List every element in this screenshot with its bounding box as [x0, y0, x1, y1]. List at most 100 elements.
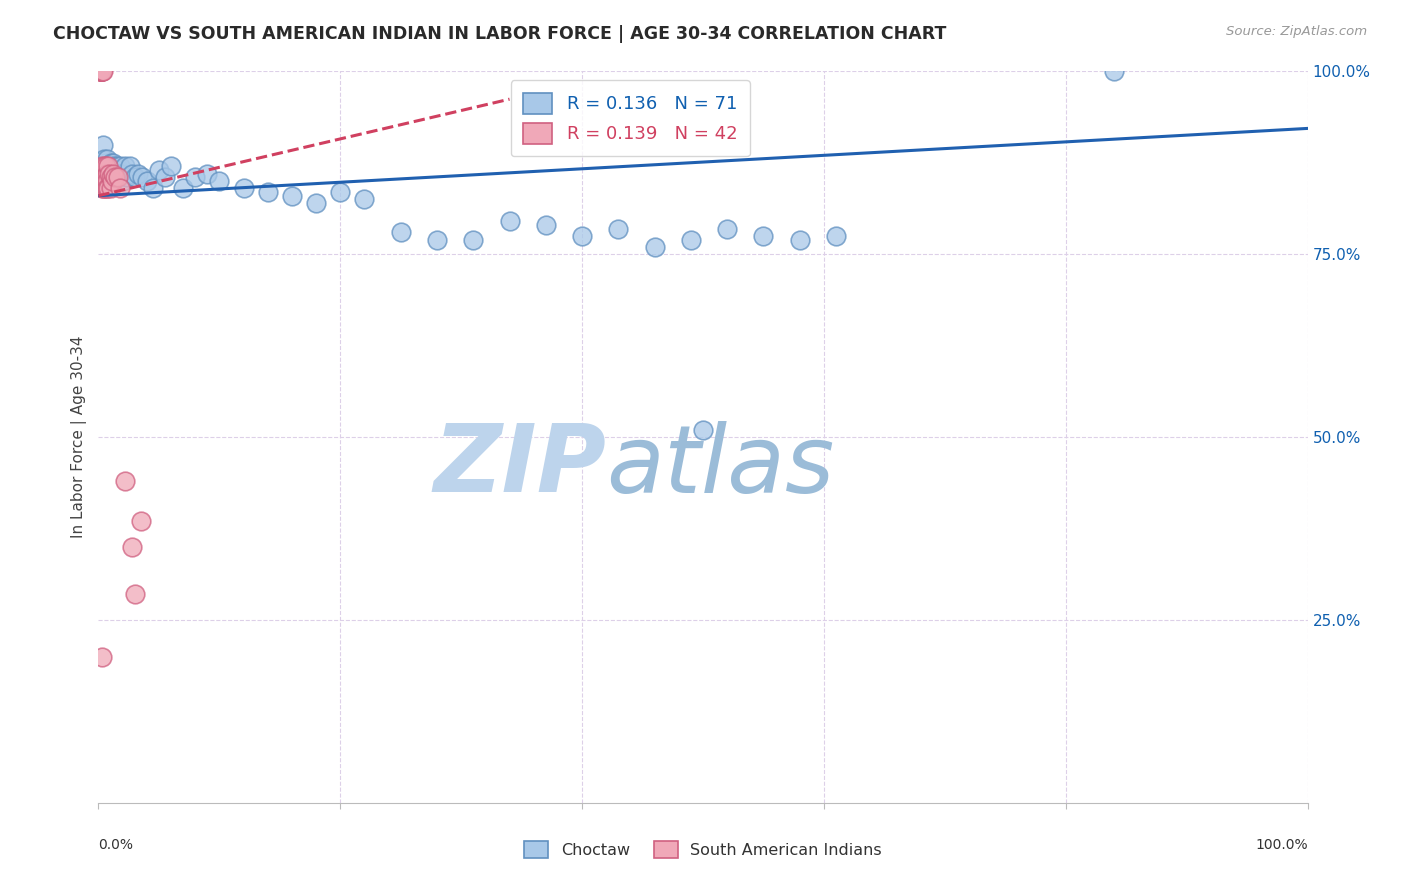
Point: [353, 193, 375, 207]
Point: [91, 181, 114, 195]
Point: [101, 174, 124, 188]
Point: [142, 181, 165, 195]
Point: [97, 170, 120, 185]
Point: [98, 174, 121, 188]
Point: [94, 167, 117, 181]
Point: [100, 170, 122, 185]
Point: [93, 170, 115, 185]
Point: [114, 474, 136, 488]
Point: [90, 64, 112, 78]
Point: [108, 170, 131, 185]
Point: [752, 228, 775, 243]
Point: [463, 233, 485, 247]
Point: [94, 160, 117, 174]
Legend: Choctaw, South American Indians: Choctaw, South American Indians: [517, 835, 889, 864]
Point: [121, 540, 143, 554]
Point: [208, 174, 231, 188]
Point: [91, 167, 114, 181]
Point: [716, 221, 738, 235]
Point: [97, 160, 120, 174]
Point: [184, 170, 207, 185]
Point: [108, 181, 131, 195]
Point: [100, 156, 122, 170]
Point: [94, 181, 117, 195]
Point: [148, 163, 170, 178]
Point: [256, 185, 278, 199]
Point: [124, 170, 146, 185]
Point: [195, 167, 218, 181]
Point: [101, 156, 124, 170]
Point: [91, 64, 114, 78]
Point: [96, 181, 118, 195]
Point: [98, 167, 121, 181]
Point: [644, 240, 666, 254]
Point: [98, 167, 121, 181]
Point: [104, 170, 127, 185]
Point: [679, 233, 702, 247]
Point: [94, 170, 117, 185]
Point: [329, 185, 352, 199]
Point: [91, 170, 114, 185]
Text: atlas: atlas: [606, 421, 835, 512]
Point: [93, 181, 115, 195]
Point: [96, 152, 118, 166]
Point: [91, 167, 114, 181]
Point: [135, 174, 157, 188]
Point: [172, 181, 194, 195]
Point: [91, 64, 114, 78]
Text: Source: ZipAtlas.com: Source: ZipAtlas.com: [1226, 25, 1367, 38]
Point: [91, 137, 114, 152]
Point: [104, 170, 127, 185]
Point: [160, 160, 183, 174]
Point: [121, 167, 143, 181]
Point: [107, 163, 129, 178]
Point: [692, 423, 714, 437]
Point: [96, 174, 118, 188]
Point: [127, 167, 149, 181]
Point: [93, 160, 115, 174]
Point: [114, 160, 136, 174]
Point: [108, 160, 131, 174]
Point: [129, 514, 152, 528]
Point: [100, 163, 122, 178]
Point: [105, 160, 128, 174]
Point: [91, 181, 114, 195]
Point: [789, 233, 811, 247]
Point: [825, 228, 848, 243]
Point: [91, 160, 114, 174]
Text: 0.0%: 0.0%: [98, 838, 134, 852]
Point: [91, 649, 114, 664]
Point: [107, 170, 129, 185]
Point: [534, 218, 557, 232]
Point: [96, 167, 118, 181]
Point: [426, 233, 449, 247]
Point: [96, 167, 118, 181]
Point: [91, 64, 114, 78]
Point: [89, 64, 111, 78]
Point: [94, 170, 117, 185]
Point: [89, 64, 111, 78]
Text: ZIP: ZIP: [433, 420, 606, 512]
Point: [103, 163, 125, 178]
Point: [232, 181, 254, 195]
Point: [1102, 64, 1125, 78]
Point: [571, 228, 593, 243]
Point: [91, 64, 114, 78]
Point: [498, 214, 520, 228]
Point: [90, 64, 112, 78]
Point: [111, 174, 134, 188]
Text: 100.0%: 100.0%: [1256, 838, 1308, 852]
Point: [96, 160, 118, 174]
Point: [607, 221, 630, 235]
Point: [100, 170, 122, 185]
Point: [91, 170, 114, 185]
Point: [93, 178, 115, 192]
Point: [117, 170, 139, 185]
Point: [103, 160, 125, 174]
Point: [90, 64, 112, 78]
Point: [100, 181, 122, 195]
Point: [131, 170, 153, 185]
Point: [91, 64, 114, 78]
Point: [100, 160, 122, 174]
Point: [93, 152, 115, 166]
